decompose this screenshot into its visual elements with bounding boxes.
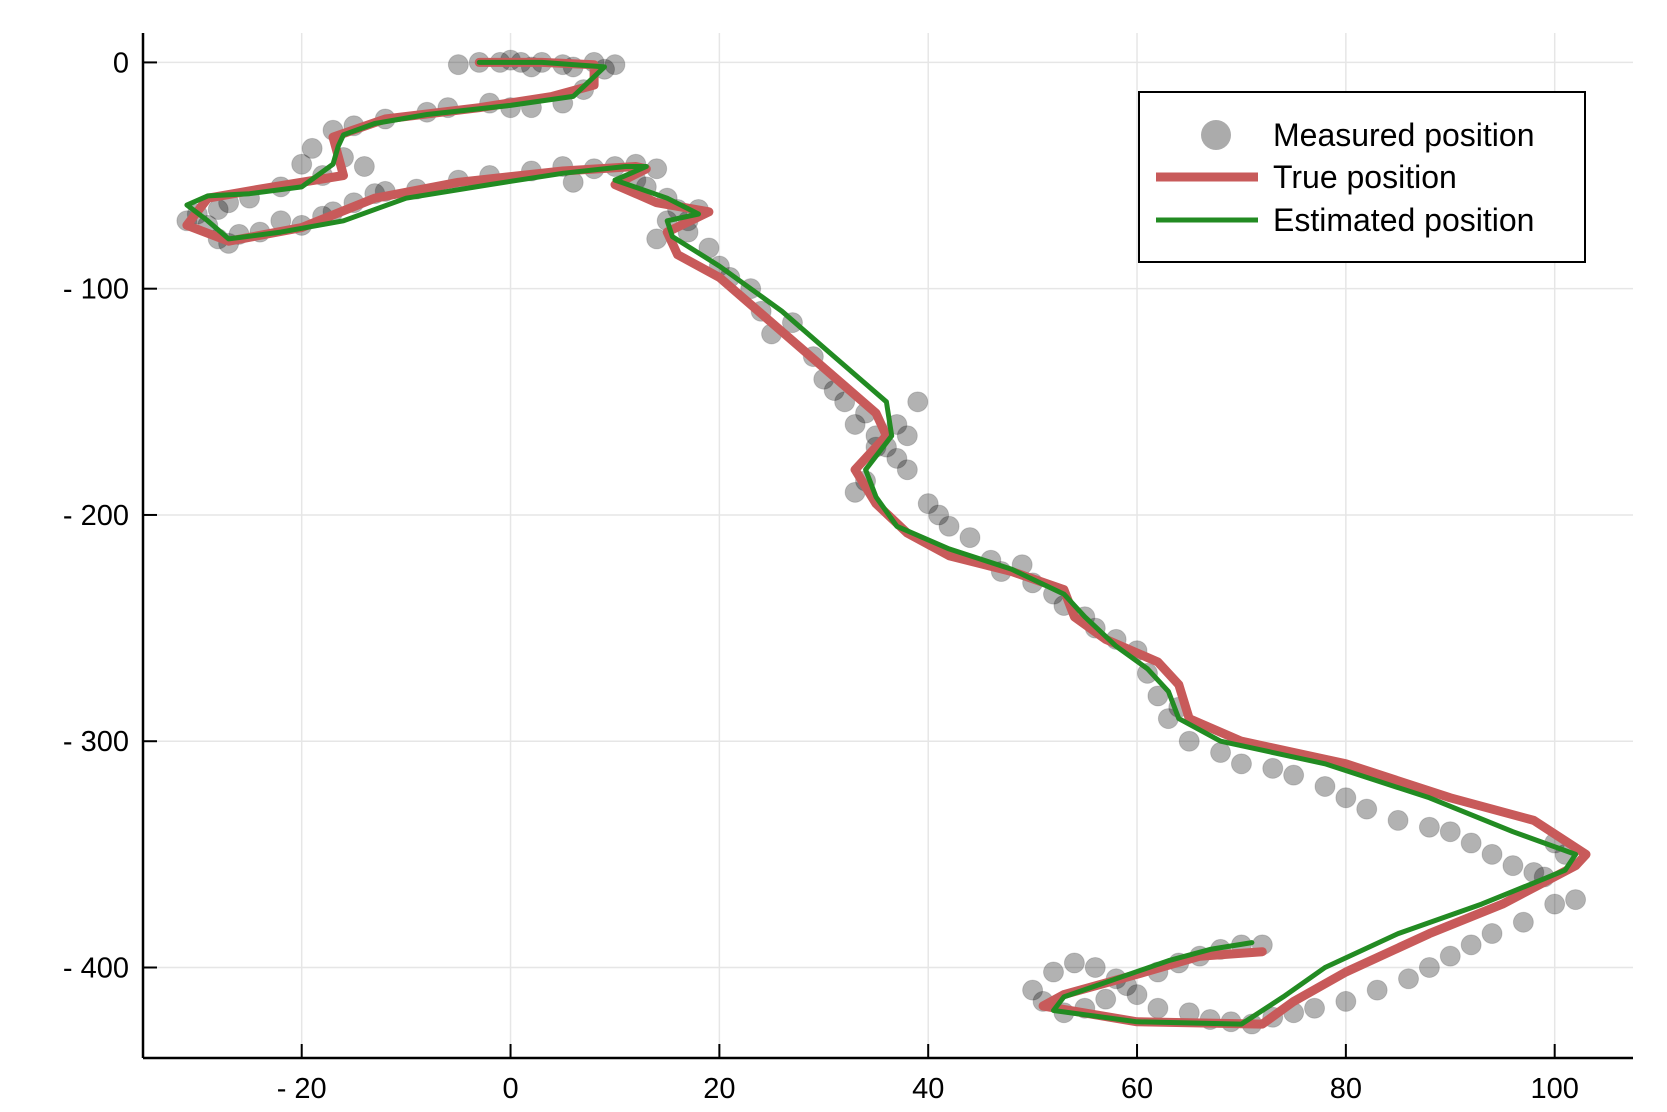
measured-point [960, 528, 980, 548]
measured-point [1211, 743, 1231, 763]
measured-point [1305, 998, 1325, 1018]
legend-measured-marker [1201, 120, 1231, 150]
measured-point [1566, 890, 1586, 910]
legend-true-label: True position [1273, 159, 1457, 195]
x-tick-label: - 20 [277, 1073, 327, 1105]
measured-point [1336, 788, 1356, 808]
measured-point [605, 55, 625, 75]
measured-point [1085, 957, 1105, 977]
measured-point [1315, 776, 1335, 796]
x-tick-label: 100 [1530, 1073, 1578, 1105]
measured-point [1388, 810, 1408, 830]
measured-point [1284, 765, 1304, 785]
measured-point [1336, 991, 1356, 1011]
measured-point [1419, 817, 1439, 837]
x-tick-label: 20 [703, 1073, 735, 1105]
measured-point [1482, 844, 1502, 864]
measured-point [1513, 912, 1533, 932]
measured-point [1399, 969, 1419, 989]
legend-estimated-label: Estimated position [1273, 202, 1534, 238]
measured-point [1179, 731, 1199, 751]
measured-point [908, 392, 928, 412]
measured-point [1367, 980, 1387, 1000]
x-tick-label: 60 [1121, 1073, 1153, 1105]
measured-point [1231, 754, 1251, 774]
measured-point [292, 154, 312, 174]
legend-measured-label: Measured position [1273, 117, 1534, 153]
measured-point [1461, 833, 1481, 853]
measured-point [1461, 935, 1481, 955]
measured-point [1440, 946, 1460, 966]
measured-point [1482, 924, 1502, 944]
legend: Measured position True position Estimate… [1139, 92, 1585, 262]
measured-point [939, 516, 959, 536]
measured-point [1263, 758, 1283, 778]
measured-point [897, 460, 917, 480]
x-tick-label: 0 [502, 1073, 518, 1105]
x-axis-ticks: - 20 0 20 40 60 80 100 [277, 1044, 1579, 1105]
measured-point [1064, 953, 1084, 973]
x-tick-label: 80 [1330, 1073, 1362, 1105]
y-tick-label: - 200 [63, 500, 129, 532]
y-tick-label: - 100 [63, 274, 129, 306]
measured-point [1043, 962, 1063, 982]
measured-point [1096, 989, 1116, 1009]
measured-point [1148, 998, 1168, 1018]
y-tick-label: - 400 [63, 952, 129, 984]
measured-point [354, 156, 374, 176]
measured-point [1419, 957, 1439, 977]
measured-point [1440, 822, 1460, 842]
measured-point [897, 426, 917, 446]
measured-point [1503, 856, 1523, 876]
x-tick-label: 40 [912, 1073, 944, 1105]
measured-point [448, 55, 468, 75]
y-tick-label: 0 [113, 47, 129, 79]
measured-point [1357, 799, 1377, 819]
y-tick-label: - 300 [63, 726, 129, 758]
measured-point [1545, 894, 1565, 914]
